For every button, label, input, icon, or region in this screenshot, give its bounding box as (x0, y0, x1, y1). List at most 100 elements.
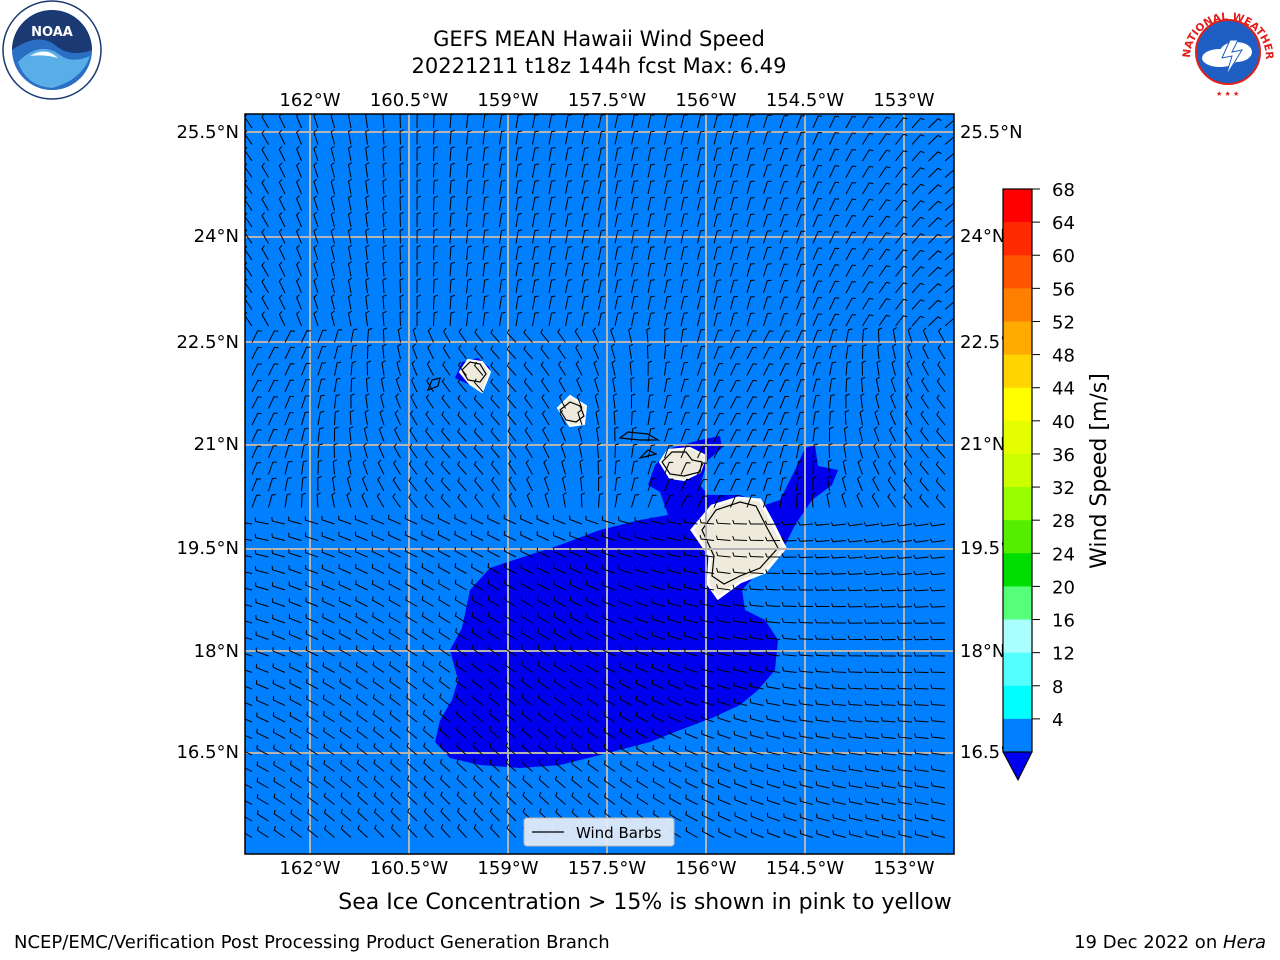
wind-barb (628, 343, 634, 360)
wind-barb (887, 493, 896, 508)
wind-barb (684, 680, 698, 690)
wind-barb (862, 182, 874, 195)
wind-barb (306, 695, 319, 706)
wind-barb (914, 814, 929, 822)
wind-barb (730, 379, 741, 393)
wind-barb (812, 131, 823, 145)
wind-barb (652, 696, 665, 706)
wind-barb (878, 182, 891, 195)
wind-barb (365, 244, 370, 261)
wind-barb (895, 133, 908, 145)
wind-barb (581, 196, 589, 211)
wind-barb (647, 163, 655, 178)
wind-barb (543, 475, 550, 492)
wind-barb (847, 586, 863, 592)
wind-barb (878, 133, 891, 145)
wind-barb (474, 328, 484, 343)
wind-barb (334, 410, 340, 426)
wind-barb (732, 600, 748, 607)
wind-barb (699, 583, 715, 591)
wind-barb (474, 477, 484, 492)
wind-barb (717, 730, 731, 739)
wind-barb (397, 327, 402, 343)
wind-barb (553, 580, 566, 591)
wind-barb (783, 829, 797, 838)
wind-barb (570, 678, 583, 690)
wind-barb (347, 129, 353, 145)
lon-label-bottom: 162°W (279, 858, 340, 879)
wind-barb (458, 344, 467, 360)
wind-barb (433, 179, 439, 195)
wind-barb (814, 602, 830, 607)
lat-label-right: 18°N (960, 641, 1005, 662)
wind-barb (586, 710, 599, 723)
wind-barb (848, 781, 863, 789)
wind-barb (313, 178, 319, 195)
wind-barb (334, 377, 341, 393)
wind-barb (930, 733, 946, 739)
wind-barb (936, 411, 946, 426)
wind-barb (888, 426, 896, 442)
wind-barb (635, 646, 649, 657)
wind-barb (685, 762, 698, 772)
wind-barb (322, 645, 335, 657)
title-line-2: 20221211 t18z 144h fcst Max: 6.49 (411, 54, 787, 78)
wind-barb (734, 795, 748, 805)
wind-barb (487, 563, 500, 574)
wind-barb (371, 547, 385, 558)
wind-barb (332, 475, 337, 492)
wind-barb (271, 565, 286, 574)
wind-barb (471, 563, 484, 574)
wind-barb (354, 531, 368, 541)
wind-barb (730, 197, 738, 211)
wind-barb (456, 807, 467, 822)
wind-barb (647, 494, 657, 508)
wind-barb (379, 409, 385, 426)
wind-barb (245, 653, 253, 657)
wind-barb (618, 532, 632, 541)
wind-barb (257, 826, 269, 838)
wind-barb (261, 278, 269, 294)
wind-barb (536, 579, 550, 591)
wind-barb (733, 714, 748, 723)
wind-barb (416, 294, 421, 310)
wind-barb (457, 477, 467, 492)
wind-barb (881, 765, 896, 772)
wind-barb (890, 376, 896, 393)
wind-barb (713, 346, 723, 360)
wind-barb (897, 733, 913, 739)
wind-barb (284, 428, 294, 442)
wind-barb (397, 343, 402, 360)
wind-barb (779, 428, 789, 442)
wind-barb (313, 211, 319, 228)
wind-barb (782, 764, 797, 772)
wind-barb (880, 587, 896, 592)
wind-barb (847, 538, 863, 543)
wind-barb (730, 279, 738, 294)
wind-barb (614, 246, 622, 261)
wind-barb (730, 478, 741, 492)
wind-barb (515, 130, 523, 145)
wind-barb (764, 520, 781, 525)
wind-barb (730, 330, 740, 343)
wind-barb (581, 246, 589, 261)
wind-barb (499, 245, 506, 261)
wind-barb (730, 180, 738, 195)
wind-barb (779, 477, 787, 492)
wind-barb (796, 280, 806, 294)
wind-barb (631, 163, 639, 178)
wind-barb (304, 516, 319, 525)
wind-barb (390, 791, 401, 805)
wind-barb (667, 615, 682, 624)
wind-barb (829, 313, 840, 327)
wind-barb (830, 570, 847, 575)
wind-barb (634, 516, 649, 525)
wind-barb (746, 164, 755, 178)
wind-barb (470, 530, 484, 541)
wind-barb (730, 131, 738, 145)
wind-barb (598, 130, 606, 145)
wind-barb (433, 228, 439, 244)
wind-barb (313, 129, 319, 145)
wind-barb (321, 580, 335, 591)
wind-barb (598, 262, 606, 277)
